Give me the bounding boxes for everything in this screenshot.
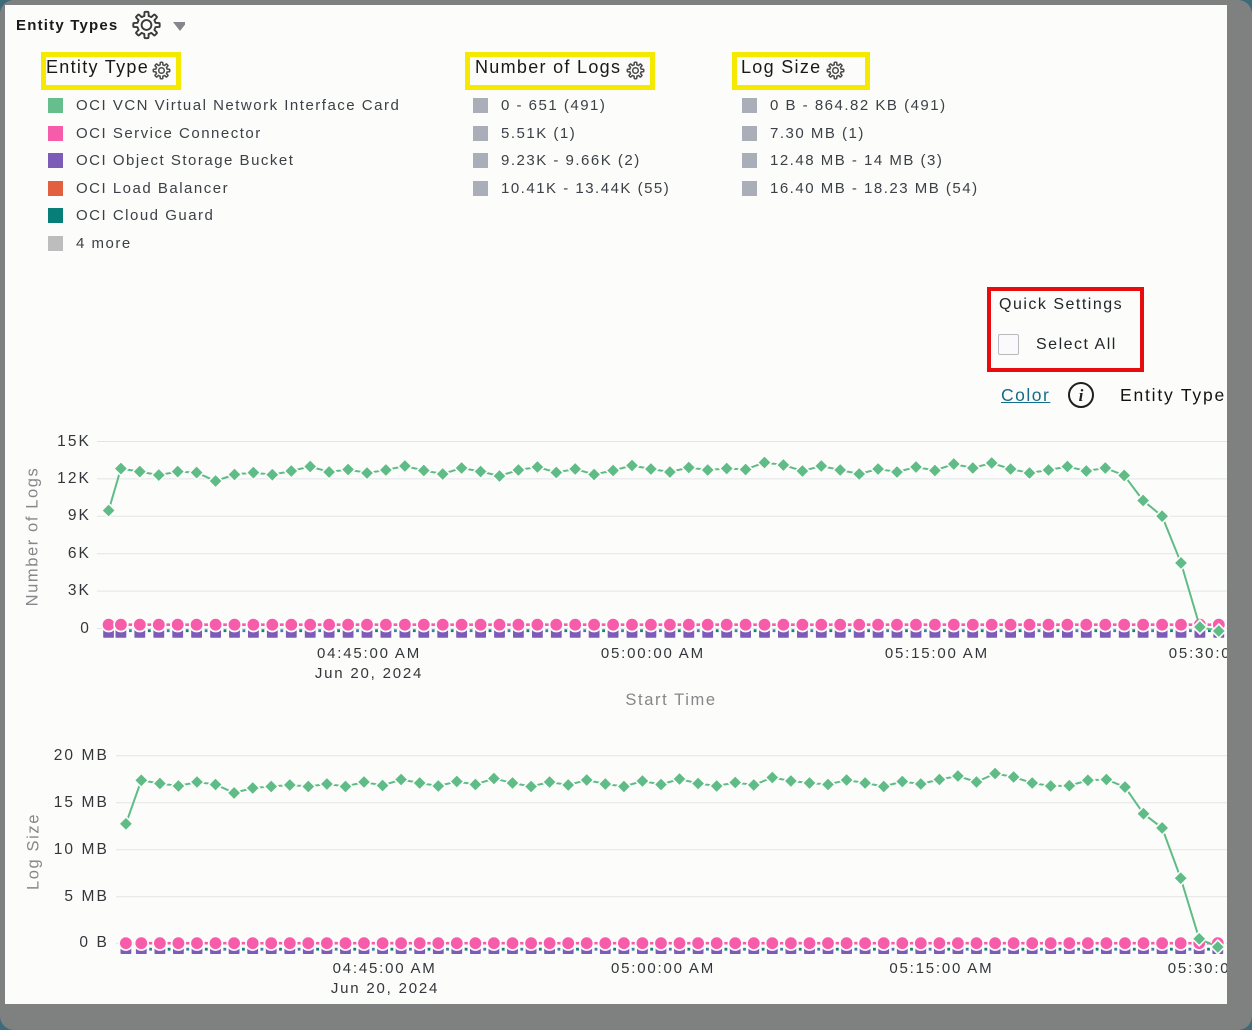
- svg-text:i: i: [1079, 386, 1084, 405]
